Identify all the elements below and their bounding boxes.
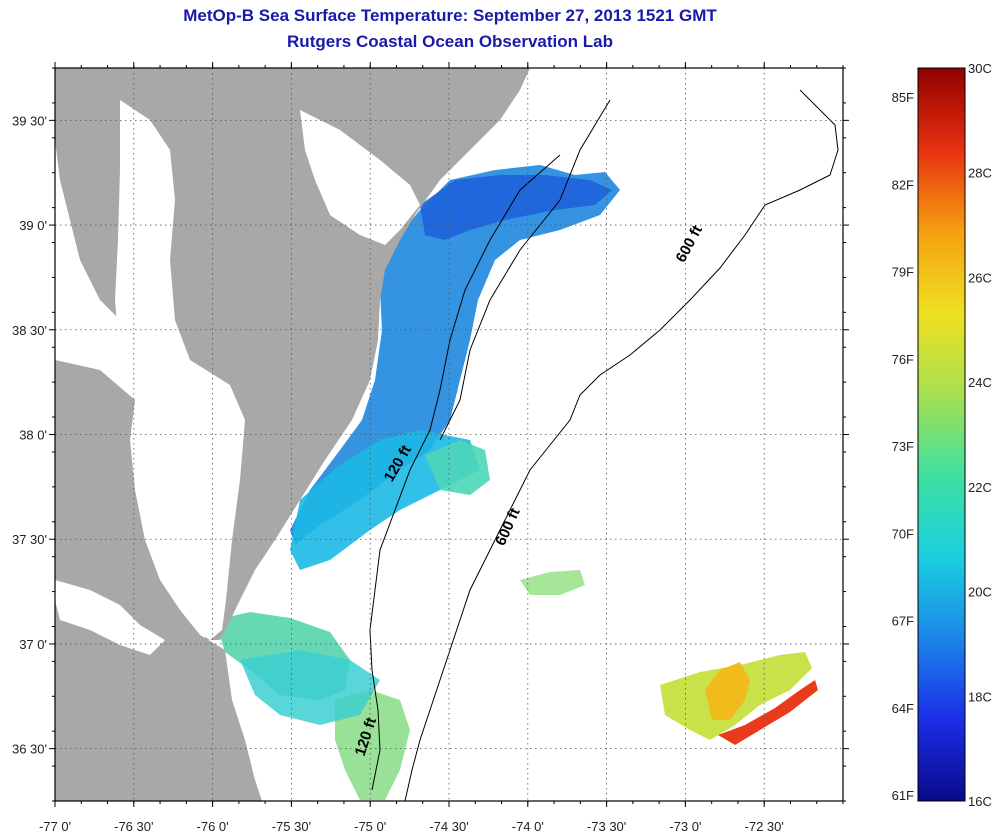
colorbar-celsius-label: 28C — [968, 166, 992, 181]
land-virginia — [55, 360, 262, 801]
sst-patch-warm-orange — [705, 662, 750, 720]
graticule — [55, 68, 843, 801]
colorbar-fahrenheit-label: 61F — [892, 788, 914, 803]
contour-120ft — [369, 154, 561, 791]
colorbar-celsius-label: 18C — [968, 689, 992, 704]
lat-tick-label: 37 30' — [12, 532, 47, 547]
lat-tick-label: 39 30' — [12, 113, 47, 128]
contour-600ft — [404, 89, 839, 801]
colorbar-fahrenheit-label: 70F — [892, 526, 914, 541]
axis-labels: -77 0' -76 30' -76 0' -75 30' -75 0' -74 30' -… — [12, 113, 784, 834]
colorbar-fahrenheit-label: 76F — [892, 352, 914, 367]
colorbar-fahrenheit-label: 73F — [892, 439, 914, 454]
lon-tick-label: -77 0' — [39, 819, 71, 834]
colorbar-celsius-label: 30C — [968, 61, 992, 76]
land — [55, 68, 530, 801]
colorbar-scale — [917, 67, 966, 802]
sst-patch-offshore-green — [520, 570, 585, 595]
lat-tick-label: 39 0' — [19, 218, 47, 233]
colorbar: 30C 28C 26C 24C 22C 20C 18C 16C 85F 82F 79F 76F 73F 7… — [892, 61, 992, 809]
lon-tick-label: -74 30' — [429, 819, 468, 834]
bathymetry-contours — [369, 89, 839, 801]
lon-tick-label: -74 0' — [512, 819, 544, 834]
sst-patch-green-small — [425, 440, 490, 495]
lon-tick-label: -75 30' — [272, 819, 311, 834]
lat-tick-label: 36 30' — [12, 742, 47, 757]
lon-tick-label: -76 30' — [114, 819, 153, 834]
colorbar-fahrenheit-label: 85F — [892, 90, 914, 105]
colorbar-fahrenheit-label: 64F — [892, 701, 914, 716]
colorbar-fahrenheit-label: 79F — [892, 265, 914, 280]
lon-tick-label: -73 30' — [587, 819, 626, 834]
lon-tick-label: -76 0' — [197, 819, 229, 834]
lon-tick-label: -75 0' — [354, 819, 386, 834]
colorbar-celsius-label: 20C — [968, 585, 992, 600]
lat-tick-label: 38 30' — [12, 323, 47, 338]
lat-tick-label: 38 0' — [19, 428, 47, 443]
sst-patch-hot — [718, 680, 818, 745]
sst-patch-coastal-south — [335, 690, 410, 800]
colorbar-fahrenheit-label: 67F — [892, 614, 914, 629]
lat-tick-label: 37 0' — [19, 637, 47, 652]
frame-ticks — [49, 62, 849, 807]
colorbar-celsius-label: 16C — [968, 794, 992, 809]
contour-shelf-inner — [439, 99, 611, 441]
lon-tick-label: -72 30' — [745, 819, 784, 834]
chart-title: MetOp-B Sea Surface Temperature: Septemb… — [183, 6, 717, 25]
colorbar-fahrenheit-label: 82F — [892, 177, 914, 192]
land-delaware-bay-cut — [300, 110, 420, 245]
colorbar-celsius-label: 22C — [968, 480, 992, 495]
colorbar-celsius-label: 26C — [968, 270, 992, 285]
sst-patch-cyan-south — [240, 650, 380, 725]
colorbar-celsius-label: 24C — [968, 375, 992, 390]
land-virginia-bay-cut — [55, 580, 165, 655]
chart-subtitle: Rutgers Coastal Ocean Observation Lab — [287, 32, 613, 51]
lon-tick-label: -73 0' — [669, 819, 701, 834]
land-chesapeake-cut — [115, 100, 245, 640]
